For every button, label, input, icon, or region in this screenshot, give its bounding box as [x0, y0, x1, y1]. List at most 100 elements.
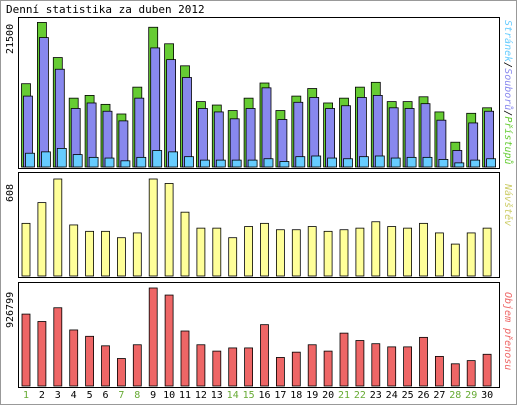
day-label-2: 2 [39, 390, 45, 401]
visits-bar-day-8 [132, 232, 142, 277]
kbytes-bar-day-28 [450, 363, 460, 387]
bottom-ymax-label: 926799 [5, 292, 16, 328]
visits-bar-day-24 [387, 226, 397, 277]
visits-bar-day-15 [244, 226, 254, 277]
kbytes-bar-day-5 [85, 335, 94, 387]
kbytes-bar-day-20 [323, 350, 333, 387]
kbytes-bar-day-19 [307, 344, 317, 387]
kbytes-bar-day-27 [434, 355, 444, 387]
legend-sep-1: / [502, 62, 513, 68]
middle-ymax-label: 608 [5, 184, 16, 202]
files-bar-day-9 [150, 47, 161, 168]
day-label-10: 10 [163, 390, 175, 401]
kbytes-bar-day-6 [101, 345, 110, 387]
files-bar-day-10 [166, 59, 177, 168]
day-label-23: 23 [370, 390, 382, 401]
pages-bar-day-4 [72, 154, 83, 168]
day-label-22: 22 [354, 390, 366, 401]
kbytes-bar-day-26 [419, 336, 428, 387]
visits-bar-day-21 [339, 229, 349, 277]
pages-bar-day-17 [279, 161, 290, 168]
visits-bar-day-2 [37, 202, 47, 277]
pages-bar-day-24 [390, 157, 401, 168]
visits-bar-day-4 [69, 224, 79, 277]
day-label-25: 25 [402, 390, 414, 401]
day-label-15: 15 [243, 390, 255, 401]
pages-bar-day-30 [486, 158, 497, 168]
kbytes-bar-day-8 [132, 344, 142, 387]
visits-bar-day-18 [291, 229, 301, 277]
middle-legend: Návštěv [502, 183, 514, 226]
kbytes-bar-day-9 [148, 287, 158, 387]
kbytes-bar-day-11 [180, 330, 190, 387]
pages-bar-day-12 [199, 159, 210, 168]
day-label-24: 24 [386, 390, 398, 401]
middle-panel-bars [21, 178, 492, 277]
visits-bar-day-20 [323, 230, 333, 277]
files-bar-day-15 [245, 108, 256, 168]
pages-bar-day-25 [406, 156, 417, 168]
kbytes-bar-day-1 [21, 313, 31, 387]
pages-bar-day-18 [295, 156, 306, 168]
visits-bar-day-30 [482, 227, 492, 277]
visits-bar-day-14 [228, 237, 238, 277]
pages-bar-day-14 [231, 159, 242, 168]
day-label-18: 18 [290, 390, 302, 401]
day-label-14: 14 [227, 390, 239, 401]
files-bar-day-16 [261, 87, 272, 168]
day-label-17: 17 [274, 390, 286, 401]
visits-bar-day-29 [466, 232, 476, 277]
kbytes-bar-day-4 [69, 329, 79, 387]
day-label-8: 8 [134, 390, 140, 401]
visits-bar-day-27 [434, 232, 444, 277]
visits-bar-day-19 [307, 226, 317, 277]
day-label-7: 7 [118, 390, 124, 401]
pages-bar-day-26 [422, 156, 433, 168]
visits-bar-day-17 [275, 229, 285, 277]
top-panel-bars [21, 22, 497, 168]
files-bar-day-7 [118, 120, 129, 168]
pages-bar-day-15 [247, 159, 258, 168]
day-label-1: 1 [23, 390, 29, 401]
pages-bar-day-19 [311, 155, 322, 168]
visits-bar-day-26 [419, 222, 428, 277]
visits-bar-day-5 [85, 230, 94, 277]
visits-bar-day-25 [403, 227, 413, 277]
pages-bar-day-23 [374, 155, 385, 168]
bottom-legend: Objem přenosu [502, 292, 514, 370]
day-label-9: 9 [150, 390, 156, 401]
legend-sep-2: / [502, 110, 513, 116]
pages-bar-day-16 [263, 158, 274, 168]
visits-bar-day-28 [450, 243, 460, 277]
day-label-26: 26 [417, 390, 429, 401]
kbytes-bar-day-18 [291, 351, 301, 387]
visits-bar-day-3 [53, 178, 63, 277]
legend-visits: Stránek [502, 20, 514, 62]
kbytes-bar-day-10 [164, 294, 174, 387]
pages-bar-day-8 [136, 156, 147, 168]
kbytes-bar-day-22 [355, 340, 365, 387]
day-label-4: 4 [71, 390, 77, 401]
pages-bar-day-1 [25, 152, 35, 168]
visits-bar-day-22 [355, 227, 365, 277]
kbytes-bar-day-3 [53, 307, 63, 387]
pages-bar-day-20 [327, 157, 338, 168]
pages-bar-day-9 [152, 150, 163, 168]
day-label-30: 30 [481, 390, 493, 401]
day-label-13: 13 [211, 390, 223, 401]
pages-bar-day-22 [358, 156, 369, 168]
day-label-20: 20 [322, 390, 334, 401]
pages-bar-day-6 [104, 157, 115, 168]
day-label-21: 21 [338, 390, 350, 401]
pages-bar-day-21 [343, 158, 353, 168]
kbytes-bar-day-16 [260, 324, 269, 387]
pages-bar-day-10 [168, 151, 179, 168]
visits-bar-day-13 [212, 227, 222, 277]
visits-bar-day-23 [371, 221, 381, 277]
kbytes-bar-day-29 [466, 360, 476, 387]
visits-bar-day-7 [117, 237, 126, 277]
pages-bar-day-3 [56, 148, 67, 168]
kbytes-bar-day-2 [37, 321, 47, 387]
